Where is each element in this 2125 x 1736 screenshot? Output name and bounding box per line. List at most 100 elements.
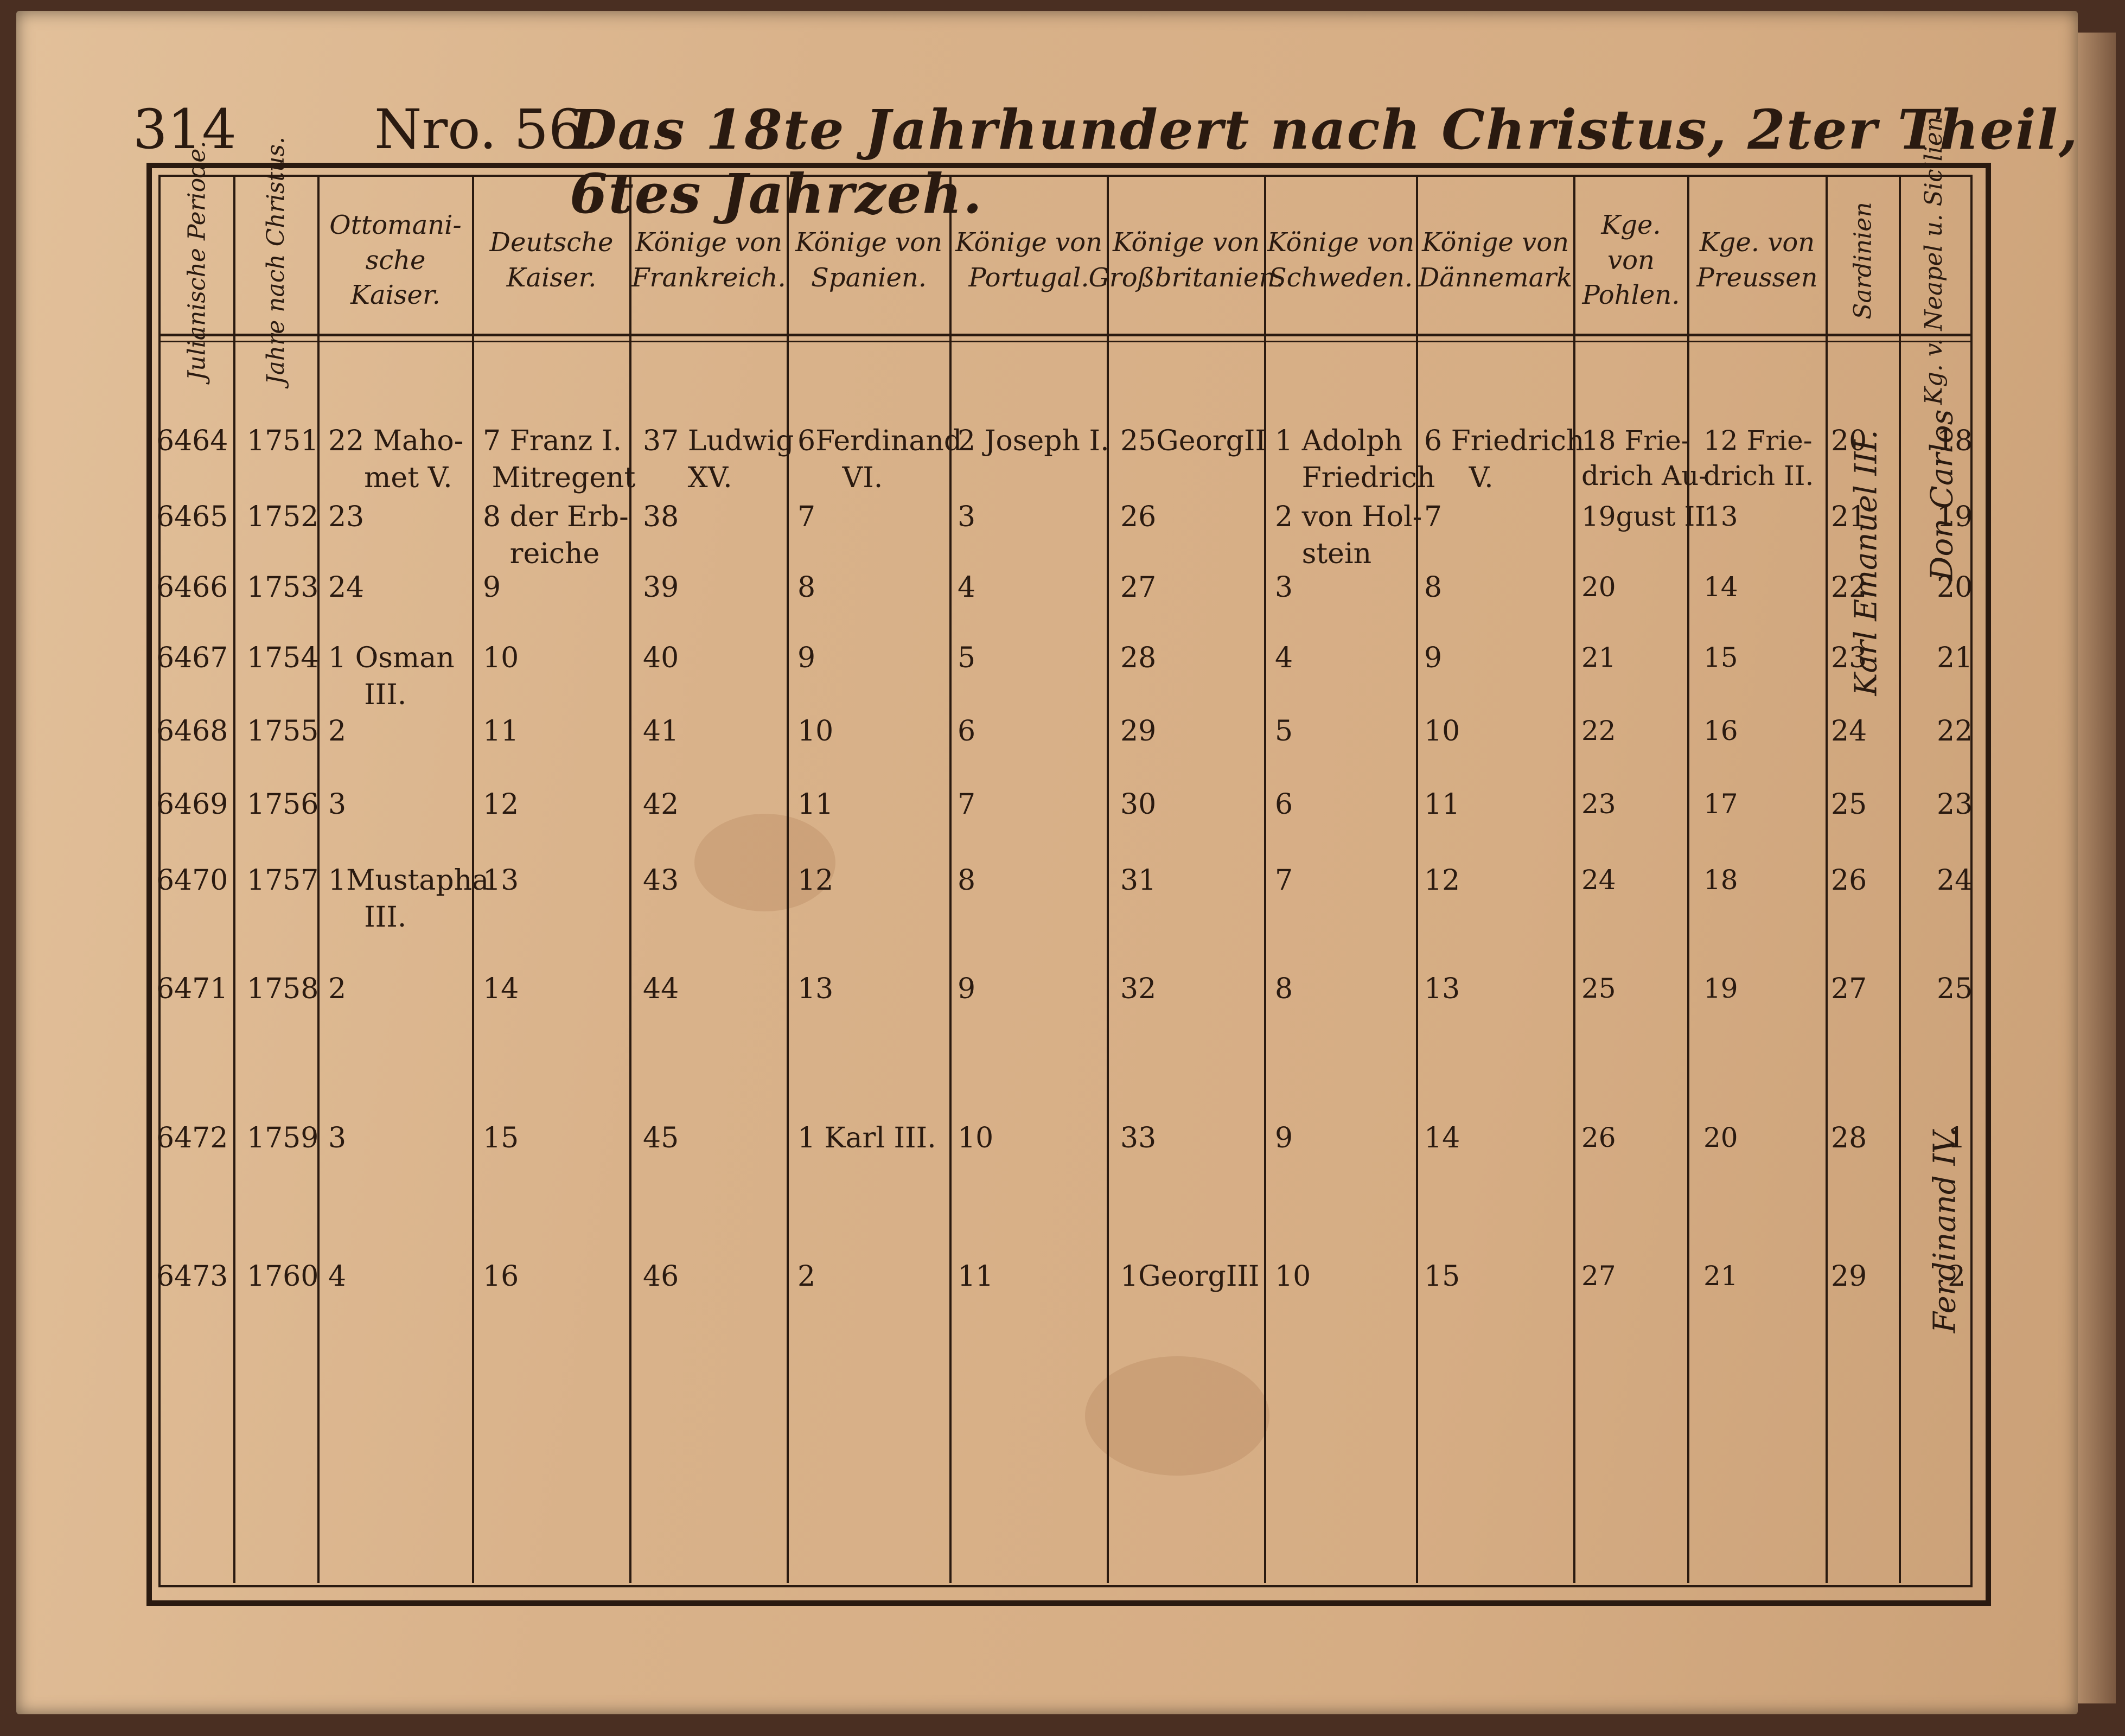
column-separator xyxy=(1264,175,1266,1583)
cell-britain: 1GeorgIII xyxy=(1120,1260,1260,1293)
cell-prussia: 19 xyxy=(1703,973,1738,1004)
table-row: 6469 1756 3 12 42 11 7 30 6 11 23 17 25 … xyxy=(0,787,2125,895)
cell-poland: 18 Frie- drich Au- xyxy=(1581,425,1708,492)
cell-year: 1755 xyxy=(247,715,319,748)
cell-portugal: 9 xyxy=(958,973,976,1005)
cell-naples: 23 xyxy=(1937,788,1973,821)
cell-sardinia: 26 xyxy=(1831,864,1867,897)
cell-year: 1759 xyxy=(247,1122,319,1154)
cell-ottoman: 24 xyxy=(328,571,365,604)
page-number: 314 xyxy=(133,98,237,161)
cell-poland: 20 xyxy=(1581,571,1616,603)
cell-spain: 13 xyxy=(797,973,834,1005)
cell-france: 38 xyxy=(643,501,679,533)
table-row: 6466 1753 24 9 39 8 4 27 3 8 20 14 22 20 xyxy=(0,570,2125,678)
cell-spain: 8 xyxy=(797,571,816,604)
cell-denmark: 10 xyxy=(1424,715,1460,748)
header-rule xyxy=(158,334,1970,336)
cell-france: 46 xyxy=(643,1260,679,1293)
cell-sweden: 1 Adolph Friedrich xyxy=(1275,425,1435,494)
cell-prussia: 16 xyxy=(1703,715,1738,746)
cell-portugal: 5 xyxy=(958,642,976,674)
cell-period: 6470 xyxy=(156,864,228,897)
cell-britain: 30 xyxy=(1120,788,1157,821)
cell-year: 1753 xyxy=(247,571,319,604)
cell-period: 6467 xyxy=(156,642,228,674)
cell-denmark: 12 xyxy=(1424,864,1460,897)
cell-poland: 24 xyxy=(1581,864,1616,896)
column-separator xyxy=(1416,175,1418,1583)
cell-denmark: 11 xyxy=(1424,788,1460,821)
cell-sweden: 5 xyxy=(1275,715,1293,748)
cell-naples: 2 xyxy=(1948,1260,1966,1293)
cell-poland: 27 xyxy=(1581,1260,1616,1292)
cell-naples: 19 xyxy=(1937,501,1973,533)
header-sardinia: Sardinien xyxy=(1849,201,1877,320)
cell-spain: 2 xyxy=(797,1260,816,1293)
cell-france: 40 xyxy=(643,642,679,674)
cell-german: 13 xyxy=(483,864,519,897)
header-german: Deutsche Kaiser. xyxy=(489,227,614,293)
header-ottoman: Ottomani-sche Kaiser. xyxy=(329,209,462,311)
cell-german: 14 xyxy=(483,973,519,1005)
header-france: Könige von Frankreich. xyxy=(631,227,786,293)
cell-period: 6468 xyxy=(156,715,228,748)
column-separator xyxy=(1899,175,1901,1583)
cell-spain: 12 xyxy=(797,864,834,897)
cell-german: 10 xyxy=(483,642,519,674)
cell-year: 1760 xyxy=(247,1260,319,1293)
cell-portugal: 10 xyxy=(958,1122,994,1154)
cell-german: 9 xyxy=(483,571,501,604)
cell-ottoman: 23 xyxy=(328,501,365,533)
cell-german: 8 der Erb- reiche xyxy=(483,501,629,570)
cell-sardinia: 20 xyxy=(1831,425,1867,457)
column-separator xyxy=(317,175,320,1583)
cell-poland: 21 xyxy=(1581,642,1616,673)
cell-ottoman: 3 xyxy=(328,788,347,821)
column-separator xyxy=(1687,175,1689,1583)
cell-denmark: 8 xyxy=(1424,571,1443,604)
cell-year: 1758 xyxy=(247,973,319,1005)
cell-sweden: 9 xyxy=(1275,1122,1293,1154)
cell-portugal: 6 xyxy=(958,715,976,748)
table-row: 6464 1751 22 Maho- met V. 7 Franz I. Mit… xyxy=(0,423,2125,532)
cell-france: 42 xyxy=(643,788,679,821)
cell-poland: 23 xyxy=(1581,788,1616,820)
header-sweden: Könige von Schweden. xyxy=(1267,227,1415,293)
paper-stain xyxy=(1085,1356,1269,1476)
cell-year: 1752 xyxy=(247,501,319,533)
cell-sardinia: 21 xyxy=(1831,501,1867,533)
cell-portugal: 7 xyxy=(958,788,976,821)
cell-year: 1756 xyxy=(247,788,319,821)
page-edge xyxy=(2078,33,2116,1703)
cell-ottoman: 2 xyxy=(328,973,347,1005)
cell-sardinia: 22 xyxy=(1831,571,1867,604)
table-inner-frame xyxy=(158,175,1973,1587)
cell-denmark: 14 xyxy=(1424,1122,1460,1154)
cell-period: 6466 xyxy=(156,571,228,604)
cell-britain: 25GeorgII xyxy=(1120,425,1267,457)
cell-sweden: 3 xyxy=(1275,571,1293,604)
cell-period: 6469 xyxy=(156,788,228,821)
cell-prussia: 13 xyxy=(1703,501,1738,532)
cell-prussia: 15 xyxy=(1703,642,1738,673)
cell-naples: 20 xyxy=(1937,571,1973,604)
cell-prussia: 12 Frie- drich II. xyxy=(1703,425,1814,492)
header-naples: Kg. v. Neapel u. Sicilien xyxy=(1920,116,1948,405)
cell-poland: 19gust II xyxy=(1581,501,1706,532)
cell-year: 1754 xyxy=(247,642,319,674)
header-portugal: Könige von Portugal. xyxy=(955,227,1103,293)
cell-britain: 27 xyxy=(1120,571,1157,604)
table-row: 6467 1754 1 Osman III. 10 40 9 5 28 4 9 … xyxy=(0,640,2125,749)
cell-prussia: 14 xyxy=(1703,571,1738,603)
cell-prussia: 20 xyxy=(1703,1122,1738,1153)
cell-britain: 28 xyxy=(1120,642,1157,674)
cell-year: 1757 xyxy=(247,864,319,897)
column-separator xyxy=(787,175,789,1583)
cell-year: 1751 xyxy=(247,425,319,457)
naples-ruler-name-2: Ferdinand IV. xyxy=(1927,1127,1963,1333)
column-separator xyxy=(233,175,235,1583)
cell-poland: 25 xyxy=(1581,973,1616,1004)
header-year: Jahre nach Christus. xyxy=(262,136,290,385)
cell-period: 6465 xyxy=(156,501,228,533)
